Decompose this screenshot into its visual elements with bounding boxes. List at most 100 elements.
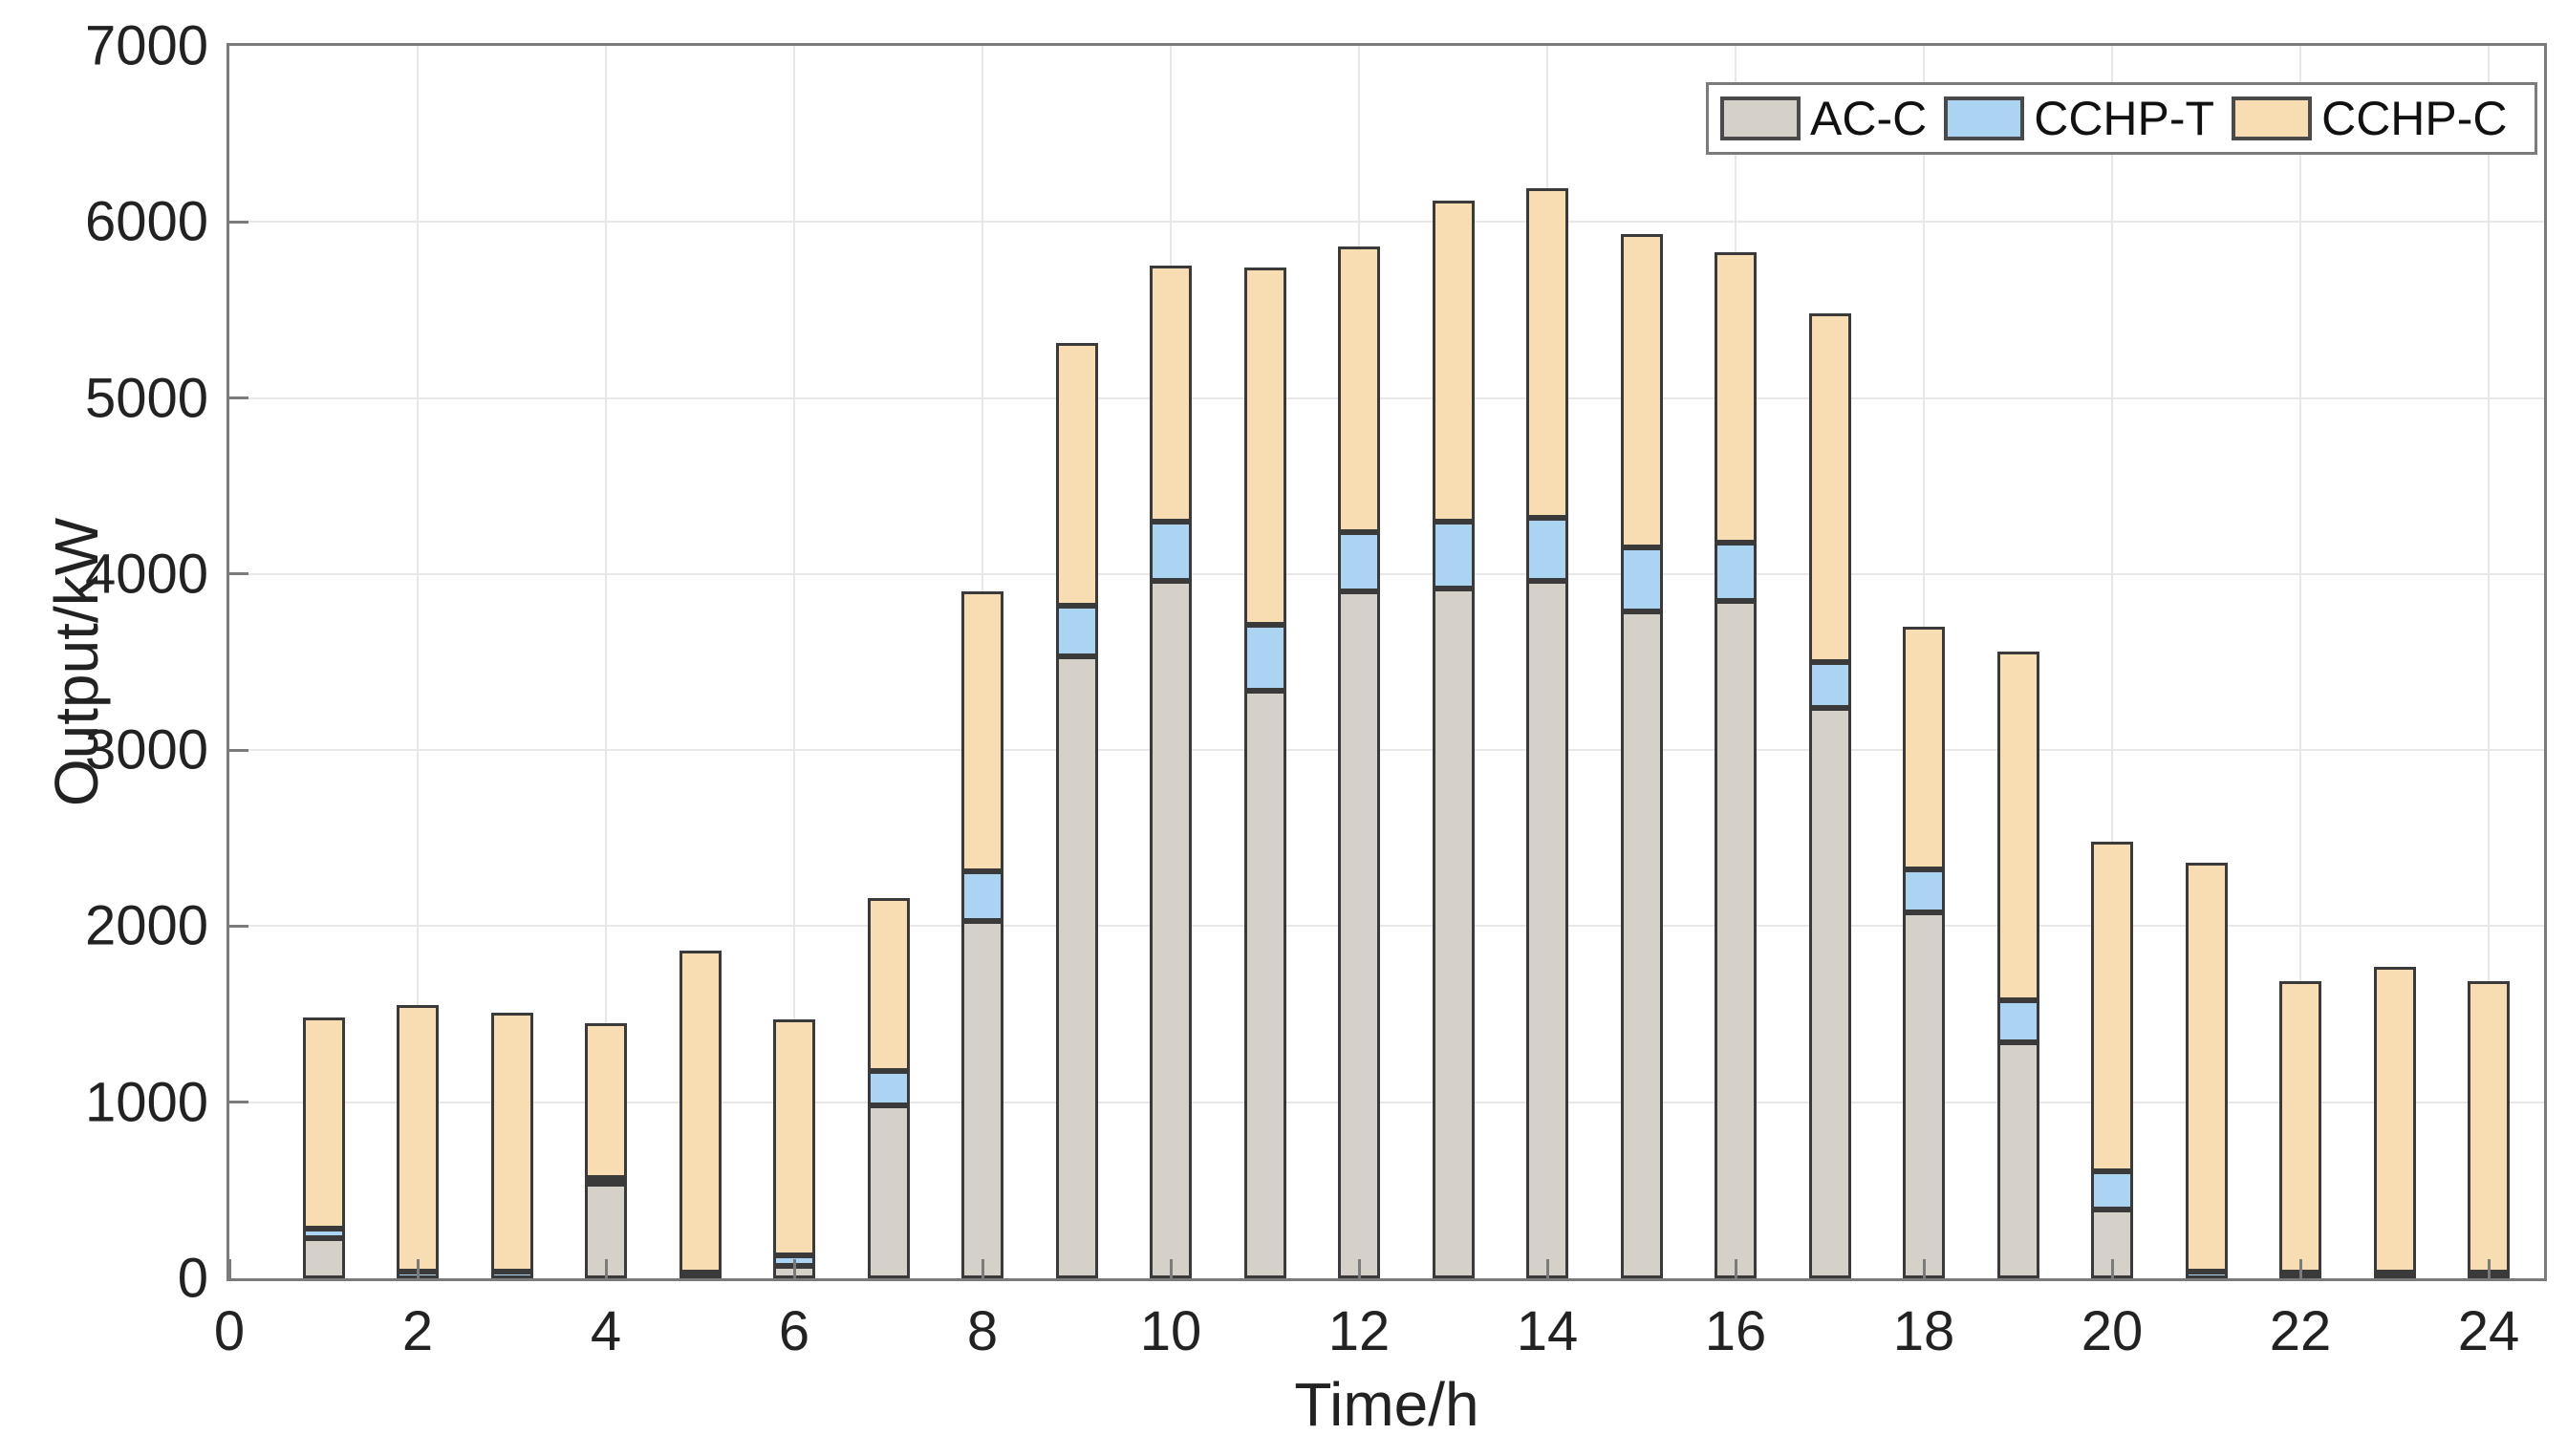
x-axis-tick xyxy=(2298,1259,2302,1278)
x-tick-label: 2 xyxy=(401,1300,434,1362)
y-axis-tick xyxy=(229,396,248,400)
x-tick-label: 0 xyxy=(213,1300,246,1362)
x-axis-tick xyxy=(1922,1259,1926,1278)
y-gridline xyxy=(229,925,2544,928)
x-axis-tick xyxy=(604,1259,608,1278)
y-tick-label: 7000 xyxy=(84,14,208,77)
bar-segment-ac-c xyxy=(1055,656,1098,1278)
bar-segment-cchp-c xyxy=(1808,313,1851,662)
bar-segment-cchp-t xyxy=(1150,521,1192,582)
bar-segment-ac-c xyxy=(2091,1210,2133,1278)
y-axis-tick xyxy=(229,748,248,752)
bar-segment-cchp-t xyxy=(1620,547,1663,611)
legend-label-cchp-c: CCHP-C xyxy=(2321,92,2508,145)
plot-area: 0 2 4 6 8 10 12 14 16 18 20 22 24 0 1000 2000 3000 4000 50… xyxy=(42,15,2547,1439)
bar-segment-cchp-t xyxy=(961,871,1003,921)
y-gridline xyxy=(229,749,2544,752)
y-axis-tick xyxy=(229,924,248,928)
bar-segment-ac-c xyxy=(867,1105,910,1278)
ac-c-swatch-icon xyxy=(1720,96,1801,140)
x-axis-tick xyxy=(227,1259,231,1278)
x-tick-label: 20 xyxy=(2081,1300,2144,1362)
x-gridline xyxy=(417,46,419,1278)
y-tick-label: 3000 xyxy=(84,718,208,782)
y-tick-label: 0 xyxy=(177,1247,208,1310)
bar-segment-ac-c xyxy=(1526,581,1568,1278)
y-tick-label: 1000 xyxy=(84,1071,208,1134)
x-axis-tick xyxy=(1545,1259,1549,1278)
bar-segment-ac-c xyxy=(1903,911,1945,1278)
x-tick-label: 12 xyxy=(1327,1300,1391,1362)
bar-segment-ac-c xyxy=(1243,690,1286,1278)
bar-segment-cchp-t xyxy=(1526,517,1568,582)
legend: AC-C CCHP-T CCHP-C xyxy=(1706,82,2537,155)
y-axis-tick xyxy=(229,1101,248,1104)
bar-segment-cchp-c xyxy=(1150,266,1192,522)
bar-segment-cchp-t xyxy=(1055,606,1098,657)
bar-segment-cchp-t xyxy=(679,1273,722,1278)
x-tick-label: 4 xyxy=(590,1300,622,1362)
bar-segment-cchp-c xyxy=(585,1022,627,1178)
x-gridline xyxy=(793,46,795,1278)
bar-segment-cchp-t xyxy=(1903,869,1945,912)
bar-segment-cchp-c xyxy=(1055,343,1098,607)
bar-segment-cchp-t xyxy=(2373,1273,2416,1278)
bar-segment-cchp-c xyxy=(679,951,722,1274)
x-axis-tick xyxy=(2487,1259,2491,1278)
y-tick-label: 4000 xyxy=(84,543,208,606)
bar-segment-cchp-c xyxy=(2185,863,2228,1272)
legend-item-cchp-t: CCHP-T xyxy=(1944,91,2214,146)
x-axis-title: Time/h xyxy=(1294,1370,1479,1439)
bar-segment-cchp-c xyxy=(2468,980,2510,1274)
bar-segment-cchp-t xyxy=(1432,521,1475,589)
y-gridline xyxy=(229,221,2544,224)
bar-segment-cchp-t xyxy=(1243,625,1286,691)
bar-segment-cchp-c xyxy=(773,1019,815,1256)
y-gridline xyxy=(229,1101,2544,1103)
x-tick-label: 14 xyxy=(1516,1300,1579,1362)
legend-item-ac-c: AC-C xyxy=(1720,91,1927,146)
legend-item-cchp-c: CCHP-C xyxy=(2232,91,2508,146)
bar-segment-ac-c xyxy=(1620,610,1663,1278)
x-tick-label: 22 xyxy=(2269,1300,2332,1362)
bar-segment-cchp-t xyxy=(1996,999,2039,1043)
x-gridline xyxy=(605,46,607,1278)
x-tick-label: 16 xyxy=(1704,1300,1767,1362)
x-gridline xyxy=(2111,46,2113,1278)
bar-segment-cchp-c xyxy=(397,1005,439,1272)
bar-segment-ac-c xyxy=(1715,600,1757,1278)
x-axis-tick xyxy=(1357,1259,1361,1278)
y-axis-title: Output/kW xyxy=(42,517,111,807)
bar-segment-cchp-c xyxy=(490,1012,533,1272)
bar-segment-ac-c xyxy=(961,920,1003,1278)
x-tick-label: 10 xyxy=(1139,1300,1202,1362)
bar-segment-cchp-c xyxy=(1903,627,1945,870)
bar-segment-ac-c xyxy=(1808,707,1851,1278)
bar-segment-cchp-t xyxy=(490,1271,533,1278)
bar-segment-cchp-t xyxy=(585,1177,627,1184)
x-tick-label: 18 xyxy=(1892,1300,1955,1362)
bar-segment-cchp-c xyxy=(2373,966,2416,1274)
bar-segment-ac-c xyxy=(1150,581,1192,1278)
plot-canvas: 0 2 4 6 8 10 12 14 16 18 20 22 24 0 1000 2000 3000 4000 50… xyxy=(85,15,2544,1362)
legend-label-ac-c: AC-C xyxy=(1810,92,1928,145)
y-tick-label: 2000 xyxy=(84,894,208,957)
bar-segment-cchp-c xyxy=(1620,234,1663,548)
bar-segment-cchp-t xyxy=(2091,1170,2133,1210)
y-gridline xyxy=(229,572,2544,575)
x-gridline xyxy=(2299,46,2301,1278)
x-axis-tick xyxy=(981,1259,984,1278)
bar-segment-ac-c xyxy=(1432,588,1475,1278)
x-axis-tick xyxy=(1169,1259,1173,1278)
bar-segment-cchp-t xyxy=(302,1229,345,1238)
x-axis-tick xyxy=(416,1259,420,1278)
bar-segment-cchp-c xyxy=(1338,246,1380,532)
bar-segment-cchp-t xyxy=(2185,1271,2228,1278)
bar-segment-cchp-t xyxy=(867,1070,910,1106)
bar-segment-ac-c xyxy=(1338,591,1380,1278)
bar-segment-cchp-t xyxy=(1338,531,1380,592)
y-axis-tick xyxy=(229,220,248,224)
cchp-t-swatch-icon xyxy=(1944,96,2025,140)
bar-segment-cchp-c xyxy=(961,591,1003,872)
bar-segment-cchp-c xyxy=(2091,841,2133,1171)
